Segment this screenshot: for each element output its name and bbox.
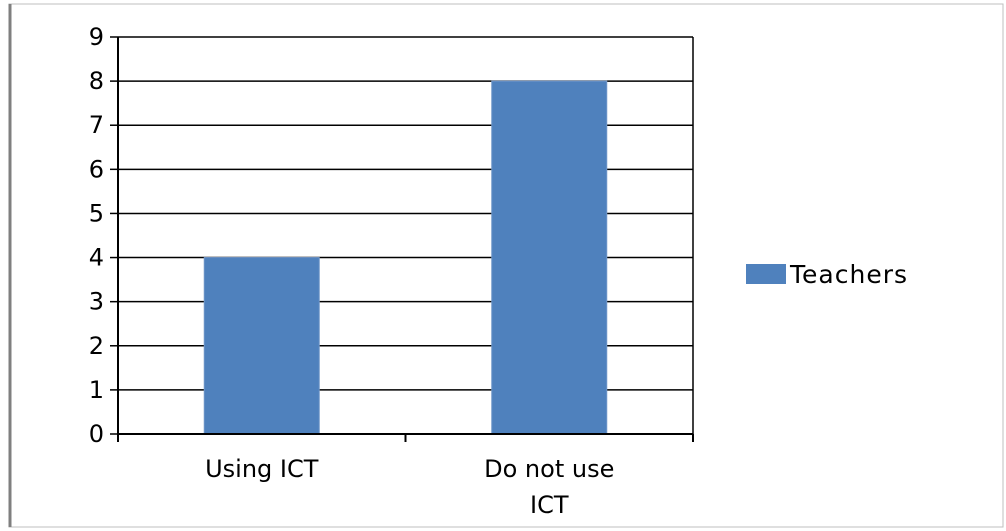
y-tick-label: 4 [89, 244, 104, 272]
y-tick-label: 5 [89, 199, 104, 227]
x-category-labels: Using ICT Do not use ICT [205, 455, 614, 519]
legend: Teachers [746, 260, 908, 289]
y-tick-label: 8 [89, 67, 104, 95]
y-tick-label: 1 [89, 376, 104, 404]
y-tick-label: 2 [89, 332, 104, 360]
bar-using-ict [203, 257, 320, 435]
y-tick-label: 3 [89, 288, 104, 316]
y-tick-label: 7 [89, 111, 104, 139]
y-tick-label: 9 [89, 23, 104, 51]
legend-label-teachers: Teachers [789, 260, 908, 289]
y-tick-labels: 0 1 2 3 4 5 6 7 8 9 [89, 23, 104, 448]
axes [110, 36, 694, 442]
y-tick-label: 0 [89, 420, 104, 448]
legend-swatch-teachers [746, 264, 786, 284]
x-category-label: Using ICT [205, 455, 319, 483]
x-category-label: Do not use [484, 455, 614, 483]
y-tick-label: 6 [89, 155, 104, 183]
x-category-label: ICT [530, 491, 569, 519]
bar-do-not-use-ict [491, 80, 608, 435]
